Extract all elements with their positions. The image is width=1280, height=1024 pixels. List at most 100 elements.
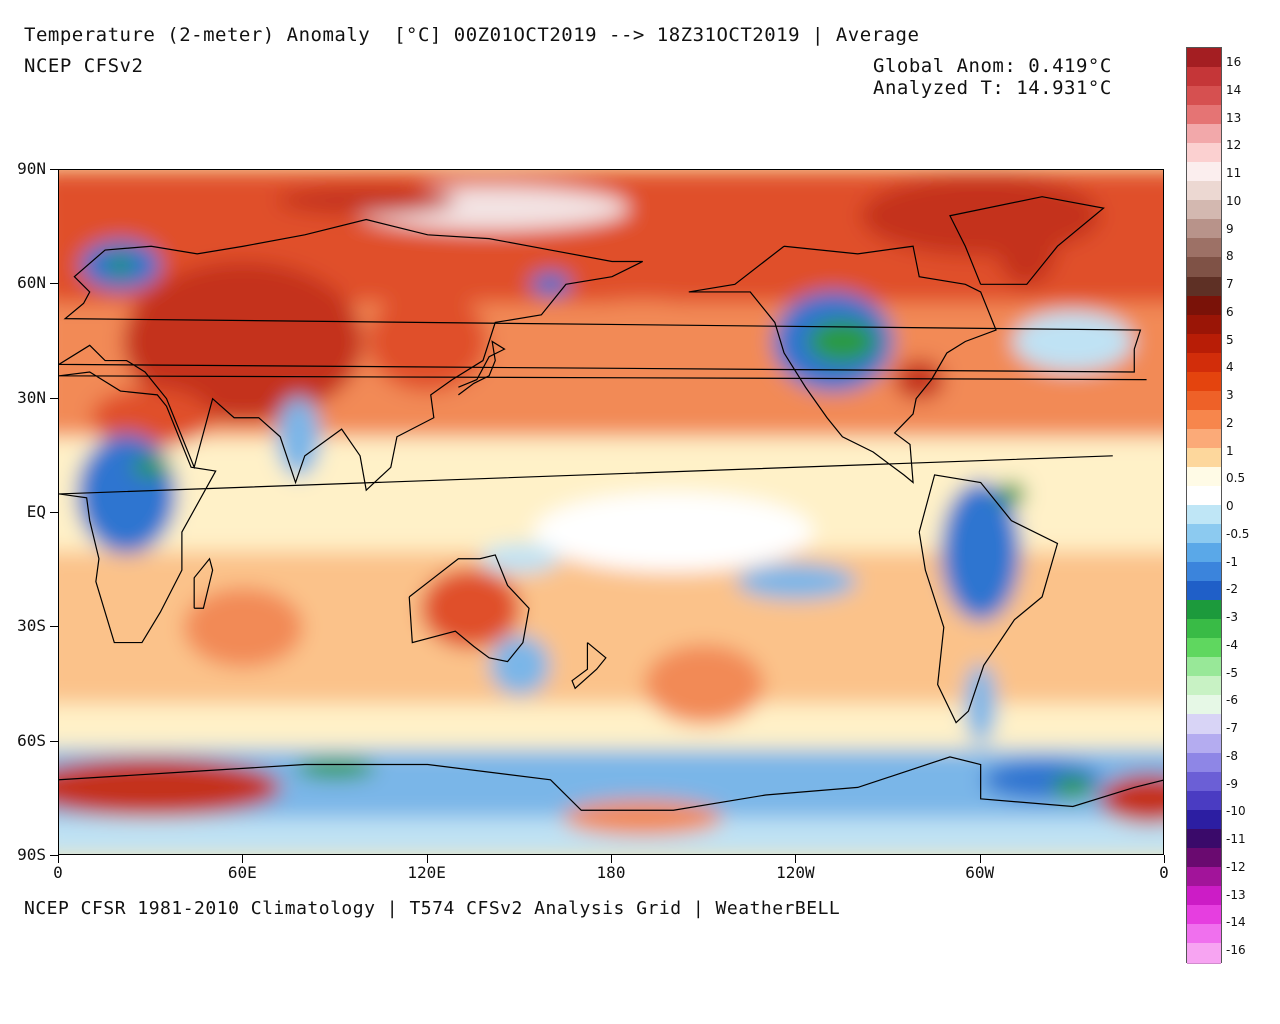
legend-tick-label: -13 bbox=[1226, 887, 1246, 902]
latitude-tick bbox=[50, 512, 58, 513]
legend-color-swatch bbox=[1187, 466, 1221, 488]
anomaly-region bbox=[479, 543, 560, 574]
anomaly-map-graphic bbox=[59, 170, 1163, 854]
legend-color-swatch bbox=[1187, 524, 1221, 545]
legend-tick-label: -10 bbox=[1226, 804, 1246, 819]
legend-color-swatch bbox=[1187, 371, 1221, 393]
legend-color-swatch bbox=[1187, 86, 1221, 107]
legend-tick-label: 0 bbox=[1226, 499, 1234, 513]
south-pacific-warm bbox=[644, 644, 765, 725]
latitude-label: 30S bbox=[17, 616, 46, 636]
eurasia-coastline bbox=[59, 218, 1142, 492]
legend-color-swatch bbox=[1187, 333, 1221, 355]
legend-color-swatch bbox=[1187, 695, 1221, 717]
anomaly-region bbox=[276, 186, 457, 215]
anomaly-region bbox=[1099, 773, 1163, 824]
legend-color-swatch bbox=[1187, 219, 1221, 241]
legend-color-swatch bbox=[1187, 790, 1221, 812]
longitude-tick bbox=[795, 855, 797, 863]
ross-sea-warm bbox=[562, 799, 723, 836]
legend-color-swatch bbox=[1187, 809, 1221, 831]
legend-tick-label: -12 bbox=[1226, 859, 1246, 874]
legend-color-swatch bbox=[1187, 105, 1221, 126]
legend-color-swatch bbox=[1187, 733, 1221, 755]
north-atlantic-cool bbox=[1012, 311, 1133, 372]
legend-color-swatch bbox=[1187, 428, 1221, 450]
africa-coastline bbox=[59, 371, 1147, 644]
indian-ocean-warm bbox=[183, 587, 304, 668]
legend-tick-label: -1 bbox=[1226, 554, 1238, 569]
anomaly-region bbox=[964, 663, 997, 744]
legend-color-swatch bbox=[1187, 942, 1221, 964]
legend-color-swatch bbox=[1187, 390, 1221, 412]
legend-color-swatch bbox=[1187, 485, 1221, 507]
latitude-tick bbox=[50, 169, 58, 170]
latitude-label: 60N bbox=[17, 273, 46, 293]
legend-color-swatch bbox=[1187, 581, 1221, 602]
legend-color-swatch bbox=[1187, 409, 1221, 431]
latitude-label: 60S bbox=[17, 730, 46, 750]
legend-tick-label: 7 bbox=[1226, 277, 1234, 291]
legend-tick-label: 14 bbox=[1226, 82, 1242, 97]
anomaly-region bbox=[1052, 775, 1093, 800]
legend-tick-label: -5 bbox=[1226, 665, 1238, 680]
latitude-label: 90S bbox=[17, 845, 46, 864]
antarctica-coastline bbox=[59, 756, 1163, 811]
kamchatka-cold bbox=[530, 272, 571, 297]
legend-tick-label: -16 bbox=[1226, 943, 1246, 957]
latitude-label: 30N bbox=[17, 387, 46, 407]
legend-color-swatch bbox=[1187, 562, 1221, 583]
map-title: Temperature (2-meter) Anomaly [°C] 00Z01… bbox=[24, 24, 920, 46]
japan-coastline bbox=[458, 340, 506, 396]
legend-tick-label: 16 bbox=[1226, 55, 1242, 69]
legend-tick-label: 3 bbox=[1226, 388, 1234, 402]
legend-color-swatch bbox=[1187, 847, 1221, 869]
south-america-coastline bbox=[918, 474, 1059, 724]
india-cool bbox=[276, 396, 321, 477]
east-pacific-cool bbox=[736, 563, 857, 600]
legend-tick-label: 13 bbox=[1226, 110, 1242, 125]
legend-tick-label: -2 bbox=[1226, 582, 1238, 597]
legend-tick-label: -7 bbox=[1226, 721, 1238, 735]
longitude-label: 0 bbox=[53, 863, 63, 882]
legend-tick-label: -6 bbox=[1226, 693, 1238, 708]
north-pacific-warm bbox=[512, 300, 773, 421]
longitude-label: 120E bbox=[407, 863, 446, 882]
north-america-coastline bbox=[688, 245, 997, 484]
legend-color-swatch bbox=[1187, 904, 1221, 926]
legend-color-swatch bbox=[1187, 143, 1221, 164]
legend-color-swatch bbox=[1187, 124, 1221, 145]
legend-color-swatch bbox=[1187, 162, 1221, 183]
legend-tick-label: 9 bbox=[1226, 221, 1234, 236]
color-scale-legend bbox=[1186, 47, 1222, 964]
legend-color-swatch bbox=[1187, 181, 1221, 202]
legend-color-swatch bbox=[1187, 638, 1221, 659]
latitude-tick bbox=[50, 740, 58, 742]
legend-color-swatch bbox=[1187, 828, 1221, 850]
tasman-cool bbox=[489, 635, 550, 696]
legend-color-swatch bbox=[1187, 505, 1221, 526]
legend-color-swatch bbox=[1187, 619, 1221, 640]
legend-color-swatch bbox=[1187, 447, 1221, 469]
legend-color-swatch bbox=[1187, 257, 1221, 279]
new-zealand-coastline bbox=[571, 642, 607, 690]
legend-color-swatch bbox=[1187, 295, 1221, 317]
legend-color-swatch bbox=[1187, 714, 1221, 736]
model-name: NCEP CFSv2 bbox=[24, 55, 144, 77]
legend-color-swatch bbox=[1187, 276, 1221, 298]
legend-color-swatch bbox=[1187, 657, 1221, 678]
longitude-label: 60W bbox=[965, 863, 995, 882]
legend-tick-label: -8 bbox=[1226, 748, 1238, 763]
legend-color-swatch bbox=[1187, 352, 1221, 374]
eastern-us-warm bbox=[894, 359, 945, 400]
anomaly-region bbox=[131, 457, 172, 478]
sahara-warm bbox=[91, 387, 212, 448]
legend-tick-label: 10 bbox=[1226, 193, 1242, 208]
latitude-tick bbox=[50, 626, 58, 628]
latitude-label: 90N bbox=[17, 159, 46, 178]
longitude-label: 180 bbox=[596, 863, 626, 882]
legend-tick-label: 12 bbox=[1226, 138, 1242, 153]
longitude-tick bbox=[242, 855, 244, 863]
southern-ocean-neutral-band bbox=[59, 703, 1163, 750]
legend-tick-label: 1 bbox=[1226, 443, 1234, 458]
